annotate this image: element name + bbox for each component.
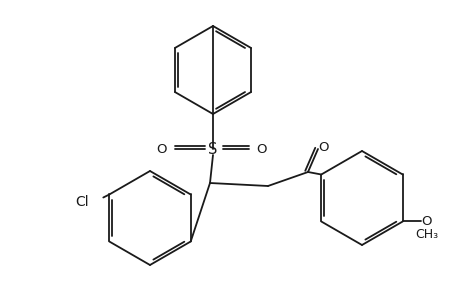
Text: S: S xyxy=(208,142,217,157)
Text: CH₃: CH₃ xyxy=(414,228,437,241)
Text: O: O xyxy=(157,142,167,155)
Text: Cl: Cl xyxy=(76,196,89,209)
Text: O: O xyxy=(256,142,267,155)
Text: O: O xyxy=(420,215,431,228)
Text: O: O xyxy=(318,140,329,154)
